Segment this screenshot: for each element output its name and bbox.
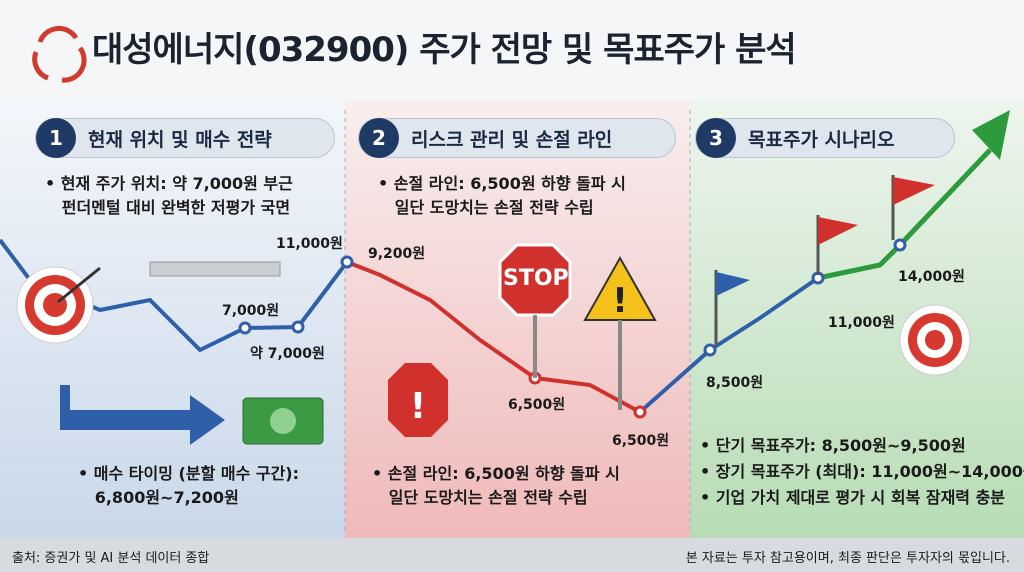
footer: 출처: 증권가 및 AI 분석 데이터 종합 본 자료는 투자 참고용이며, 최…: [0, 538, 1024, 572]
bullet-line: 기업 가치 제대로 평가 시 회복 잠재력 충분: [715, 488, 1006, 507]
bullet: • 손절 라인: 6,500원 하향 돌파 시 일단 도망치는 손절 전략 수립: [372, 464, 620, 507]
svg-text:!: !: [410, 386, 426, 427]
price-label: 11,000원: [828, 315, 895, 331]
section-number: 1: [36, 118, 76, 158]
price-label: 6,500원: [612, 433, 670, 449]
price-label: 11,000원: [276, 236, 343, 252]
price-label: 약 7,000원: [250, 346, 325, 362]
source: 출처: 증권가 및 AI 분석 데이터 종합: [12, 551, 210, 566]
section-header: 3 목표주가 시나리오: [695, 118, 955, 158]
bullet: • 매수 타이밍 (분할 매수 구간): 6,800원~7,200원: [78, 464, 300, 507]
bullet-line: 장기 목표주가 (최대): 11,000원~14,000원: [715, 462, 1024, 481]
bullet: • 손절 라인: 6,500원 하향 돌파 시 일단 도망치는 손절 전략 수립: [378, 174, 626, 217]
section-number: 3: [696, 118, 736, 158]
svg-text:!: !: [612, 281, 628, 321]
bullet-line: 일단 도망치는 손절 전략 수립: [394, 198, 594, 217]
price-label: 8,500원: [706, 375, 764, 391]
section-header: 2 리스크 관리 및 손절 라인: [358, 118, 676, 158]
bullet: • 단기 목표주가: 8,500원~9,500원: [700, 436, 966, 455]
bullet-line: 손절 라인: 6,500원 하향 돌파 시: [393, 174, 626, 193]
section-number: 2: [359, 118, 399, 158]
bullet-line: 일단 도망치는 손절 전략 수립: [388, 488, 588, 507]
bullet-line: 펀더멘털 대비 완벽한 저평가 국면: [61, 198, 291, 217]
price-label: 6,500원: [508, 397, 566, 413]
bullet-line: 매수 타이밍 (분할 매수 구간):: [93, 464, 300, 483]
section-title: 리스크 관리 및 손절 라인: [411, 128, 613, 151]
title: 대성에너지(032900) 주가 전망 및 목표주가 분석: [92, 30, 797, 70]
price-label: 14,000원: [898, 269, 965, 285]
bullet: • 장기 목표주가 (최대): 11,000원~14,000원: [700, 460, 1024, 484]
bullet-line: 단기 목표주가: 8,500원~9,500원: [715, 436, 966, 455]
bullet-line: 6,800원~7,200원: [94, 488, 239, 507]
price-label: 9,200원: [368, 246, 426, 262]
section-title: 현재 위치 및 매수 전략: [88, 128, 272, 151]
stop-sign-text: STOP: [503, 266, 569, 291]
bullet: • 기업 가치 제대로 평가 시 회복 잠재력 충분: [700, 488, 1006, 507]
price-label: 7,000원: [222, 303, 280, 319]
disclaimer: 본 자료는 투자 참고용이며, 최종 판단은 투자자의 몫입니다.: [685, 551, 1010, 566]
section-header: 1 현재 위치 및 매수 전략: [35, 118, 335, 158]
section-title: 목표주가 시나리오: [748, 128, 895, 151]
bullet-line: 손절 라인: 6,500원 하향 돌파 시: [387, 464, 620, 483]
bullet: • 현재 주가 위치: 약 7,000원 부근 펀더멘털 대비 완벽한 저평가 …: [45, 174, 293, 217]
bullet-line: 현재 주가 위치: 약 7,000원 부근: [60, 174, 293, 193]
